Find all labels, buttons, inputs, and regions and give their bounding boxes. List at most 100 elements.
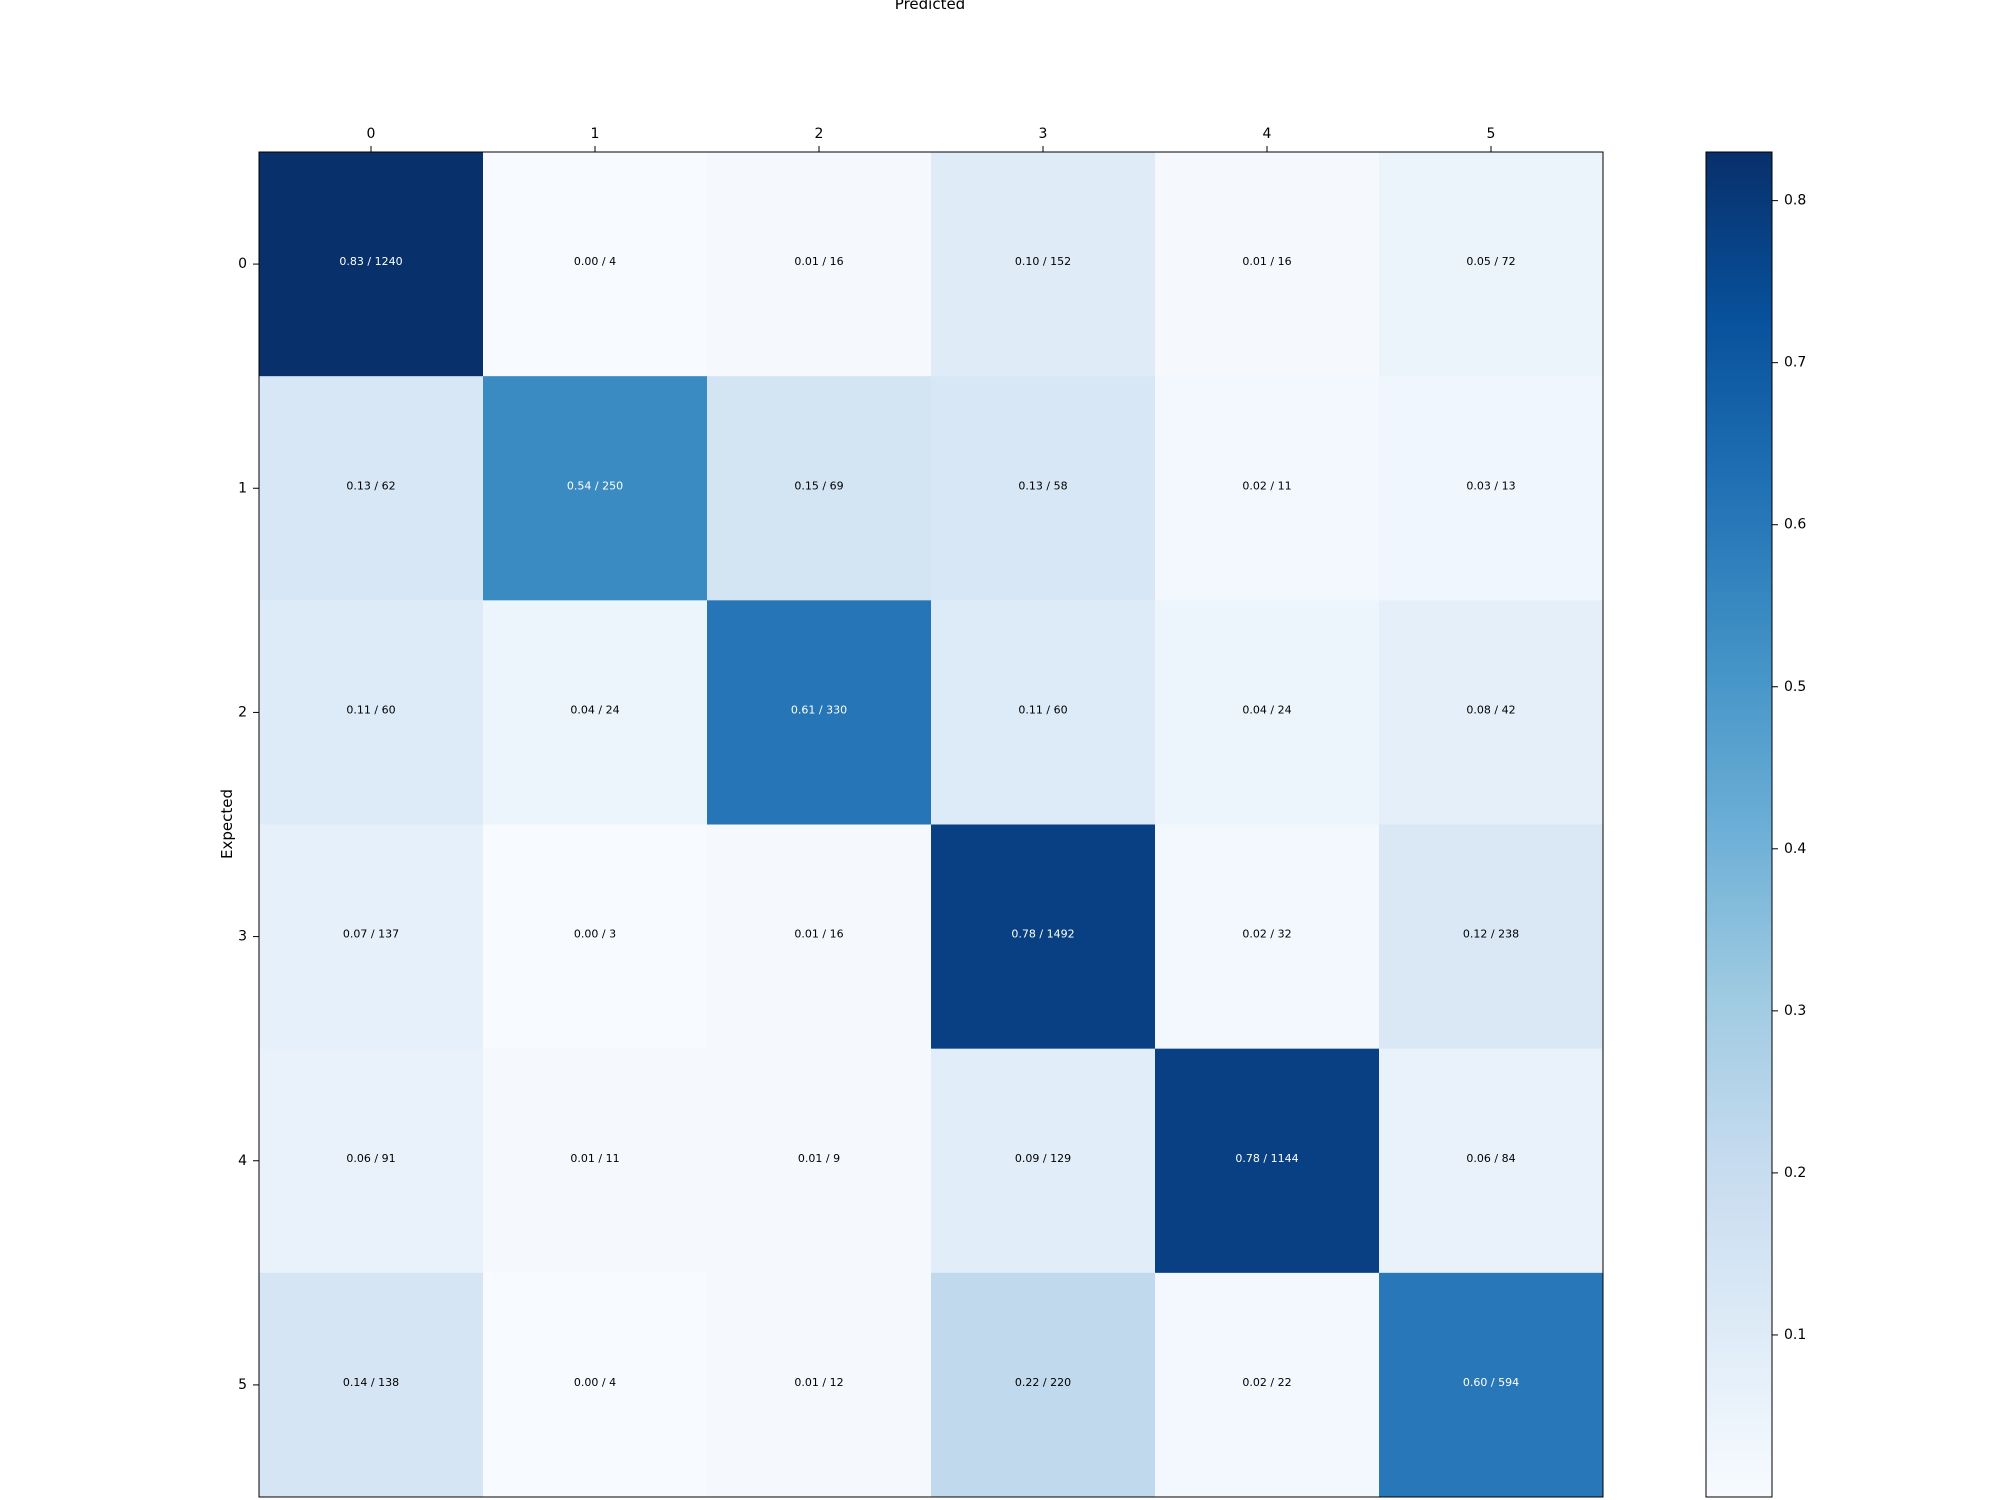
y-tick-label: 5 [238, 1377, 247, 1393]
y-axis-ticks: 0 1 2 3 4 5 [238, 256, 259, 1393]
heatmap-cell-r3-c2 [707, 824, 932, 1050]
heatmap-cell-r5-c0 [259, 1272, 484, 1498]
x-tick-label: 4 [1263, 126, 1272, 142]
x-tick-label: 1 [591, 126, 600, 142]
cell-label-r1-c5: 0.03 / 13 [1466, 479, 1515, 492]
heatmap-cell-r1-c2 [707, 376, 932, 601]
colorbar-tick-label: 0.4 [1784, 841, 1806, 857]
heatmap-cell-r0-c3 [931, 152, 1156, 377]
cell-label-r0-c2: 0.01 / 16 [794, 255, 843, 268]
heatmap-cell-r4-c4 [1155, 1048, 1380, 1274]
heatmap-cell-r1-c4 [1155, 376, 1380, 601]
heatmap-cell-r2-c3 [931, 600, 1156, 825]
y-tick-label: 1 [238, 480, 247, 496]
cell-label-r1-c2: 0.15 / 69 [794, 479, 843, 492]
heatmap-cell-r3-c5 [1379, 824, 1604, 1050]
heatmap-cell-r5-c3 [931, 1272, 1156, 1498]
cell-label-r5-c5: 0.60 / 594 [1463, 1376, 1519, 1389]
heatmap-cell-r4-c0 [259, 1048, 484, 1274]
cell-label-r4-c2: 0.01 / 9 [798, 1152, 840, 1165]
heatmap-cell-r1-c0 [259, 376, 484, 601]
y-axis-title: Expected [218, 789, 236, 859]
plot-frame [258, 151, 1604, 1498]
heatmap-cell-r1-c1 [483, 376, 708, 601]
cell-label-r2-c0: 0.11 / 60 [346, 703, 395, 716]
cell-label-r5-c1: 0.00 / 4 [574, 1376, 616, 1389]
y-tick-label: 3 [238, 929, 247, 945]
y-tick-label: 0 [238, 256, 247, 272]
cell-label-r1-c1: 0.54 / 250 [567, 479, 623, 492]
heatmap-cell-r3-c1 [483, 824, 708, 1050]
x-tick-label: 2 [815, 126, 824, 142]
colorbar-tick-label: 0.6 [1784, 517, 1806, 533]
heatmap-cell-r5-c5 [1379, 1272, 1604, 1498]
heatmap-cell-r3-c0 [259, 824, 484, 1050]
cell-label-r3-c4: 0.02 / 32 [1242, 928, 1291, 941]
heatmap-cell-r4-c5 [1379, 1048, 1604, 1274]
cell-label-r2-c2: 0.61 / 330 [791, 703, 847, 716]
heatmap-cell-r4-c1 [483, 1048, 708, 1274]
heatmap-cell-r1-c5 [1379, 376, 1604, 601]
cell-label-r2-c3: 0.11 / 60 [1018, 703, 1067, 716]
y-tick-label: 4 [238, 1153, 247, 1169]
heatmap-cell-r4-c2 [707, 1048, 932, 1274]
cell-label-r4-c0: 0.06 / 91 [346, 1152, 395, 1165]
cell-label-r1-c4: 0.02 / 11 [1242, 479, 1291, 492]
cell-label-r0-c1: 0.00 / 4 [574, 255, 616, 268]
cell-label-r5-c4: 0.02 / 22 [1242, 1376, 1291, 1389]
cell-label-r1-c0: 0.13 / 62 [346, 479, 395, 492]
heatmap-cell-r3-c3 [931, 824, 1156, 1050]
colorbar-gradient [1705, 151, 1773, 1498]
x-tick-label: 0 [367, 126, 376, 142]
heatmap-cell-r0-c5 [1379, 152, 1604, 377]
cell-label-r3-c0: 0.07 / 137 [343, 928, 399, 941]
colorbar-tick-label: 0.1 [1784, 1327, 1806, 1343]
y-tick-label: 2 [238, 704, 247, 720]
colorbar-tick-label: 0.2 [1784, 1165, 1806, 1181]
heatmap-cell-labels: 0.83 / 1240 0.00 / 4 0.01 / 16 0.10 / 152 0.… [339, 255, 1519, 1389]
heatmap-cell-r3-c4 [1155, 824, 1380, 1050]
cell-label-r5-c0: 0.14 / 138 [343, 1376, 399, 1389]
colorbar-tick-label: 0.3 [1784, 1003, 1806, 1019]
cell-label-r3-c2: 0.01 / 16 [794, 928, 843, 941]
cell-label-r1-c3: 0.13 / 58 [1018, 479, 1067, 492]
heatmap-cell-r2-c5 [1379, 600, 1604, 825]
colorbar-tick-label: 0.8 [1784, 193, 1806, 209]
heatmap-cell-r0-c2 [707, 152, 932, 377]
cell-label-r2-c4: 0.04 / 24 [1242, 703, 1291, 716]
heatmap-cell-r2-c2 [707, 600, 932, 825]
heatmap-cell-r2-c4 [1155, 600, 1380, 825]
cell-label-r4-c4: 0.78 / 1144 [1235, 1152, 1298, 1165]
heatmap-cell-r5-c1 [483, 1272, 708, 1498]
colorbar-tick-label: 0.7 [1784, 355, 1806, 371]
x-tick-label: 3 [1039, 126, 1048, 142]
cell-label-r5-c2: 0.01 / 12 [794, 1376, 843, 1389]
cell-label-r2-c1: 0.04 / 24 [570, 703, 619, 716]
cell-label-r4-c5: 0.06 / 84 [1466, 1152, 1515, 1165]
cell-label-r5-c3: 0.22 / 220 [1015, 1376, 1071, 1389]
cell-label-r0-c4: 0.01 / 16 [1242, 255, 1291, 268]
heatmap-cell-r1-c3 [931, 376, 1156, 601]
x-axis-ticks: 0 1 2 3 4 5 [367, 126, 1496, 152]
cell-label-r2-c5: 0.08 / 42 [1466, 703, 1515, 716]
heatmap-cell-r0-c0 [259, 152, 484, 377]
colorbar: 0.1 0.2 0.3 0.4 0.5 0.6 0.7 0.8 [1705, 151, 1806, 1498]
cell-label-r4-c3: 0.09 / 129 [1015, 1152, 1071, 1165]
x-tick-label: 5 [1487, 126, 1496, 142]
cell-label-r3-c5: 0.12 / 238 [1463, 928, 1519, 941]
heatmap-cell-r2-c1 [483, 600, 708, 825]
heatmap-cell-r0-c4 [1155, 152, 1380, 377]
heatmap-cell-r5-c4 [1155, 1272, 1380, 1498]
heatmap-cell-r5-c2 [707, 1272, 932, 1498]
cell-label-r0-c0: 0.83 / 1240 [339, 255, 402, 268]
heatmap-cell-r2-c0 [259, 600, 484, 825]
cell-label-r4-c1: 0.01 / 11 [570, 1152, 619, 1165]
heatmap-cells [259, 152, 1604, 1498]
cell-label-r3-c3: 0.78 / 1492 [1011, 928, 1074, 941]
colorbar-tick-label: 0.5 [1784, 679, 1806, 695]
cell-label-r0-c3: 0.10 / 152 [1015, 255, 1071, 268]
x-axis-title: Predicted [895, 0, 965, 13]
cell-label-r0-c5: 0.05 / 72 [1466, 255, 1515, 268]
heatmap-cell-r0-c1 [483, 152, 708, 377]
